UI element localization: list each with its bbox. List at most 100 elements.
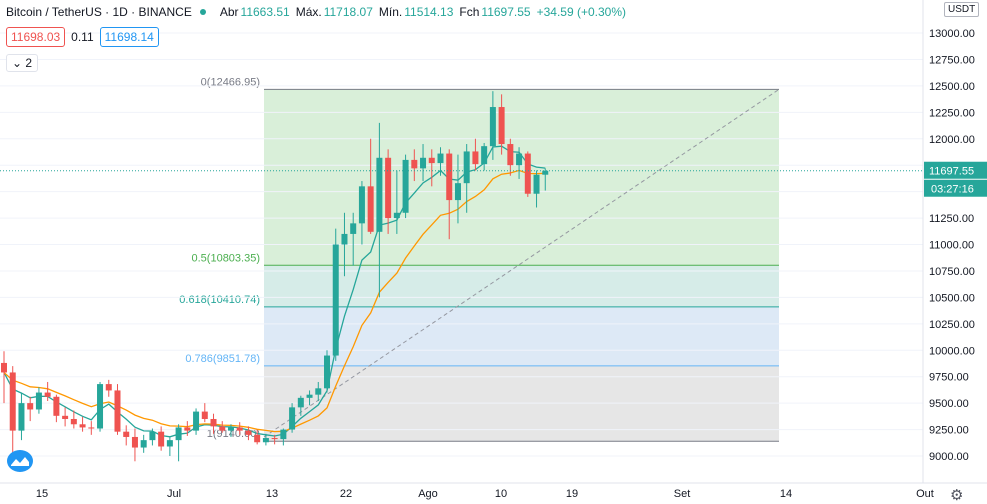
price-tick-label: 12750.00	[929, 54, 975, 66]
candle-body	[123, 431, 130, 437]
time-tick-label: 15	[36, 488, 48, 500]
candle	[341, 212, 348, 277]
time-tick-label: 19	[566, 488, 578, 500]
price-tick-label: 10000.00	[929, 345, 975, 357]
candle-body	[507, 144, 514, 166]
price-axis: 9000.00 9250.00 9500.00 9750.00 10000.00 1025…	[922, 0, 975, 483]
candle-body	[184, 427, 191, 431]
candle-body	[18, 403, 25, 431]
candles	[1, 91, 549, 462]
candle-body	[428, 157, 435, 164]
low-label: Mín.	[378, 5, 403, 19]
candle	[437, 147, 444, 176]
candle-body	[481, 146, 488, 165]
candle-body	[289, 407, 296, 430]
candle-body	[332, 244, 339, 356]
candle-body	[463, 151, 470, 184]
last-price-tag	[924, 161, 987, 179]
candle-body	[236, 427, 243, 431]
candle-body	[341, 233, 348, 245]
sell-button[interactable]: 11698.03	[6, 27, 66, 47]
candle	[367, 138, 374, 234]
fib-level-label: 0(12466.95)	[201, 76, 260, 88]
candle	[210, 413, 217, 434]
candle	[350, 212, 357, 266]
candle-body	[315, 388, 322, 395]
candle-body	[1, 362, 7, 373]
currency-button[interactable]: USDT	[944, 2, 980, 17]
fib-level-label: 0.786(9851.78)	[185, 353, 260, 365]
candle	[18, 392, 25, 441]
candle-body	[254, 434, 261, 443]
candle-body	[306, 394, 313, 398]
candle	[105, 379, 112, 397]
candle	[289, 403, 296, 433]
candle	[53, 394, 60, 423]
candle-body	[271, 438, 278, 440]
candle-body	[44, 392, 51, 397]
candle-body	[175, 427, 182, 441]
candle	[454, 154, 461, 224]
candle	[9, 366, 16, 462]
candle-body	[350, 223, 357, 234]
candle-body	[53, 396, 60, 416]
price-tick-label: 10250.00	[929, 319, 975, 331]
candle	[140, 434, 147, 453]
candle	[44, 381, 51, 402]
candle	[201, 403, 208, 423]
candle-body	[437, 153, 444, 164]
spread-value: 0.11	[71, 30, 94, 44]
candle-body	[542, 170, 549, 175]
price-tick-label: 10500.00	[929, 292, 975, 304]
market-open-dot	[199, 9, 206, 15]
candle	[463, 144, 470, 213]
time-tick-label: Jul	[167, 488, 181, 500]
candle	[245, 426, 252, 441]
candle-body	[149, 431, 156, 441]
candle-body	[262, 438, 269, 443]
indicators-toggle[interactable]: ⌄ 2	[6, 54, 39, 72]
candle	[97, 381, 104, 432]
candle	[376, 122, 383, 298]
candle-body	[376, 157, 383, 232]
candle	[542, 168, 549, 191]
candle-body	[393, 212, 400, 219]
candle-body	[114, 390, 121, 432]
candle	[533, 170, 540, 208]
fib-level-label: 0.5(10803.35)	[192, 252, 261, 264]
fibonacci-retracement: 0(12466.95) 0.5(10803.35) 0.618(10410.74) 0…	[179, 76, 779, 442]
open-label: Abr	[219, 5, 239, 19]
candle-body	[105, 384, 112, 391]
symbol-header: Bitcoin / TetherUS · 1D · BINANCE Abr 11…	[6, 3, 626, 21]
candle-body	[280, 429, 287, 440]
candle-body	[489, 107, 496, 147]
gear-icon[interactable]: ⚙	[950, 487, 964, 504]
candle	[481, 142, 488, 171]
indicators-count: 2	[25, 56, 33, 70]
symbol-title[interactable]: Bitcoin / TetherUS · 1D · BINANCE	[6, 5, 192, 19]
candle	[62, 407, 69, 427]
candle	[324, 350, 331, 393]
candle	[254, 429, 261, 445]
candle	[175, 424, 182, 462]
candle-body	[97, 384, 104, 429]
candle-body	[297, 397, 304, 408]
candle	[498, 94, 505, 155]
candle	[262, 433, 269, 446]
buy-button[interactable]: 11698.14	[99, 27, 159, 47]
time-axis: 15 Jul 13 22 Ago 10 19 Set 14 Out	[0, 482, 987, 500]
tradingview-logo-icon[interactable]	[7, 450, 33, 472]
moving-average-line	[3, 169, 546, 433]
candle-body	[245, 430, 252, 435]
price-tick-label: 11000.00	[929, 240, 974, 252]
candle-body	[454, 183, 461, 201]
candle	[131, 428, 138, 462]
candle	[184, 421, 191, 436]
candle	[88, 421, 95, 435]
candle-body	[9, 372, 16, 431]
time-tick-label: Out	[916, 488, 934, 500]
candle-body	[402, 159, 409, 213]
countdown-tag	[924, 179, 987, 197]
candle-body	[88, 427, 95, 429]
